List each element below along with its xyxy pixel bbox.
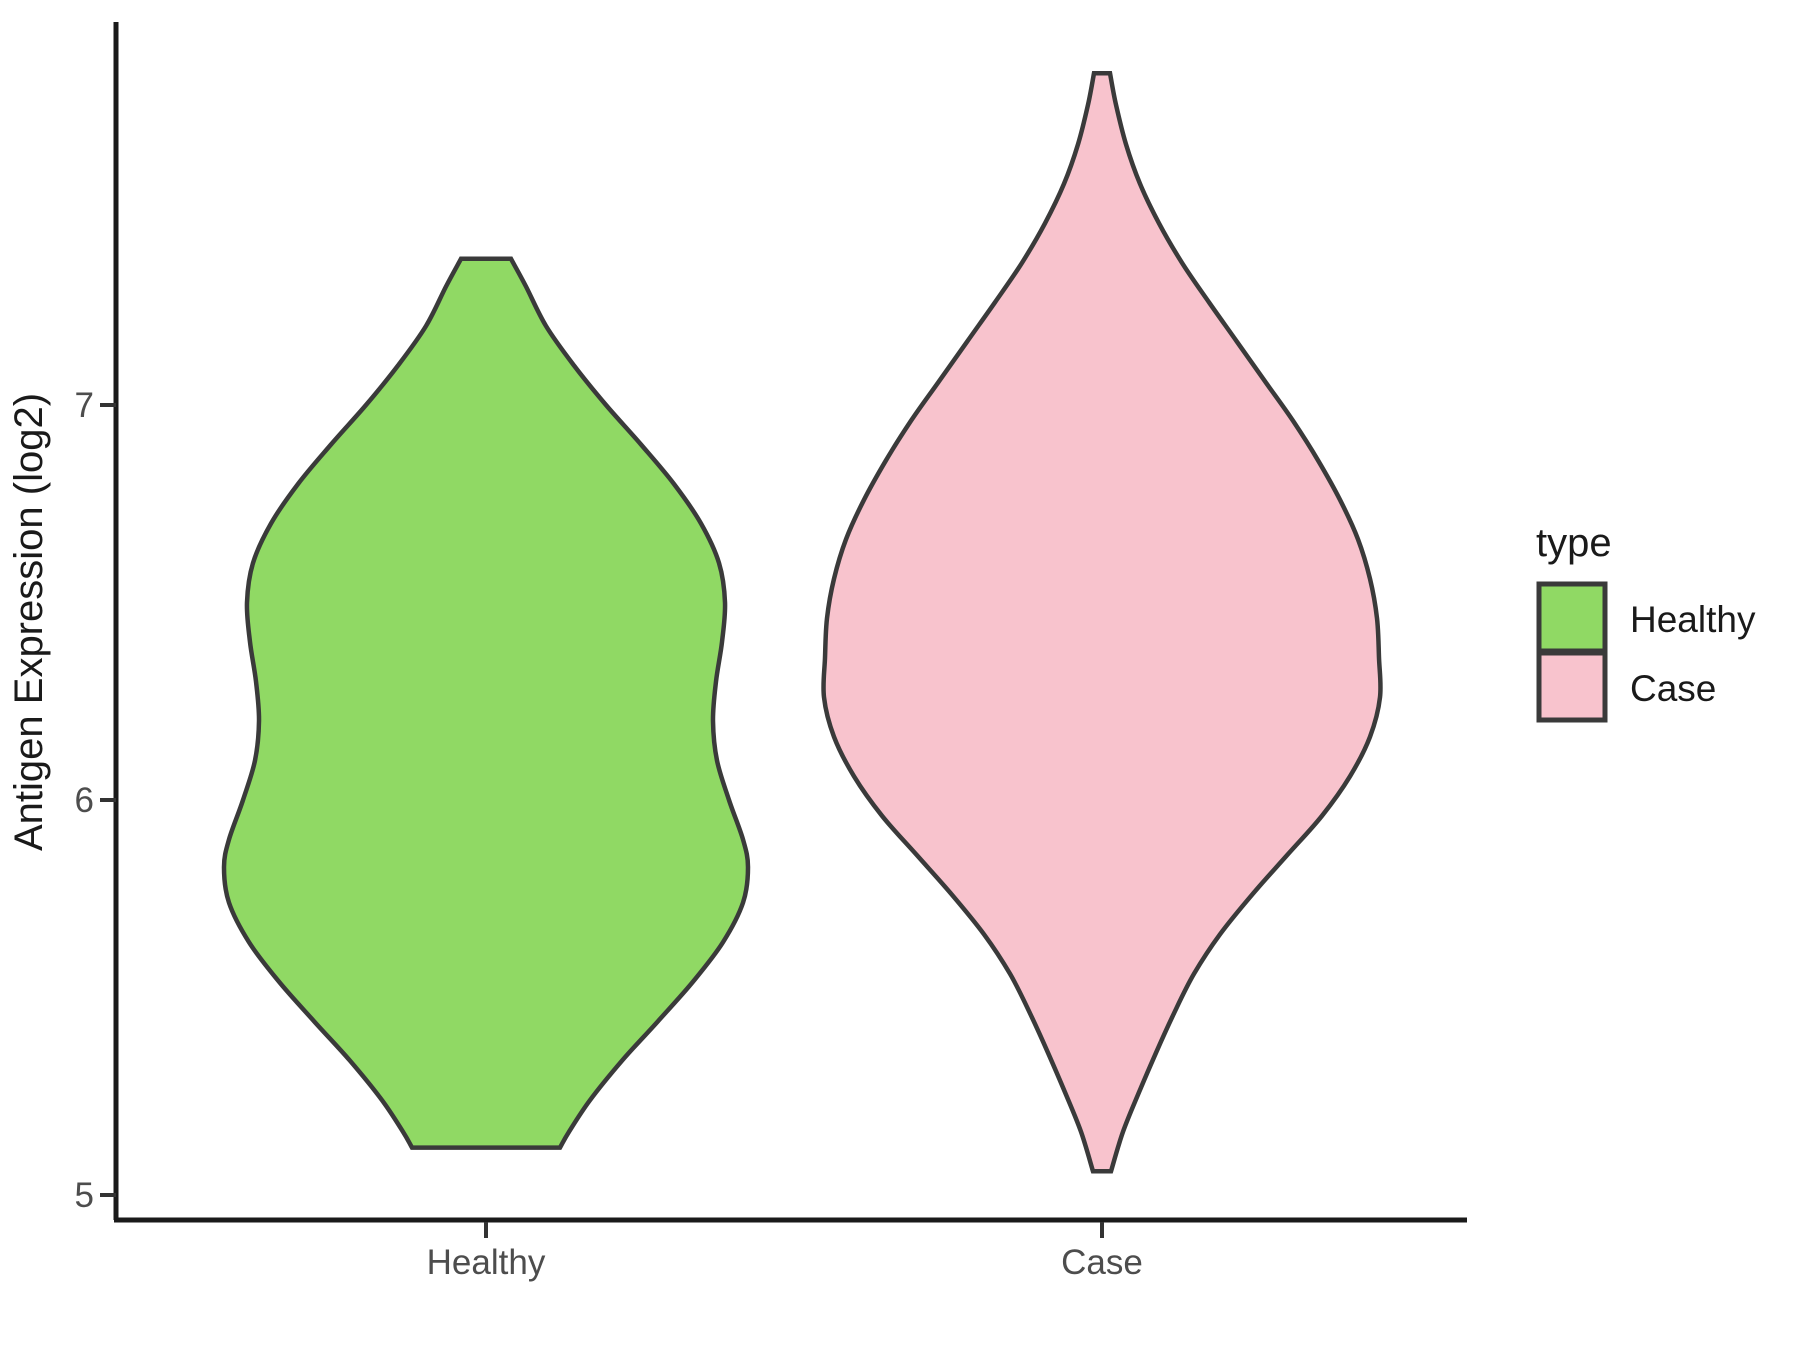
legend-label-healthy: Healthy [1630,599,1756,640]
y-axis-title: Antigen Expression (log2) [7,393,51,851]
x-tick-label-case: Case [1061,1243,1143,1282]
violin-group [221,70,1383,1174]
violin-case [821,70,1383,1174]
y-tick-label-5: 5 [75,1176,94,1215]
legend-key-healthy [1536,581,1608,654]
y-tick-label-6: 6 [75,781,94,820]
legend: type Healthy Case [1536,521,1756,723]
axis-lines [113,22,1467,1223]
y-tick-label-7: 7 [75,386,94,425]
legend-key-case [1536,650,1608,723]
legend-label-case: Case [1630,668,1716,709]
y-tick-marks [100,403,116,1197]
x-tick-marks [484,1222,1104,1238]
legend-title: type [1536,521,1612,565]
violin-healthy [221,256,751,1150]
x-tick-label-healthy: Healthy [427,1243,546,1282]
